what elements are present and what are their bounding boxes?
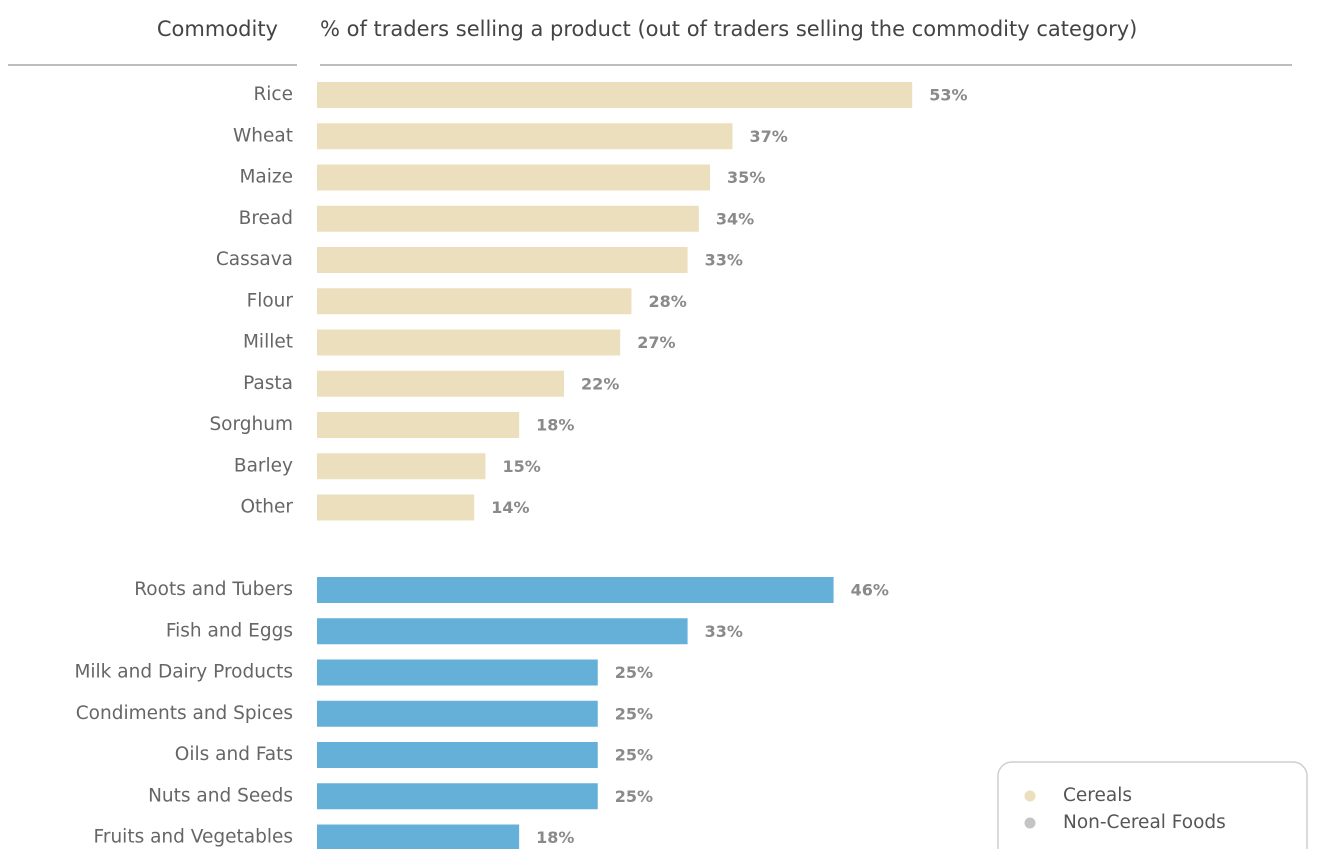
category-label: Condiments and Spices xyxy=(76,703,293,724)
bar xyxy=(317,700,598,727)
bar xyxy=(317,453,486,480)
bar xyxy=(317,164,711,191)
bar xyxy=(317,824,520,849)
category-label: Sorghum xyxy=(209,414,293,435)
value-label: 18% xyxy=(536,828,574,847)
category-label: Rice xyxy=(253,84,293,105)
value-label: 28% xyxy=(648,292,686,311)
category-label: Nuts and Seeds xyxy=(148,785,293,806)
bar xyxy=(317,82,913,108)
bar xyxy=(317,329,621,356)
category-label: Roots and Tubers xyxy=(134,579,293,600)
bar xyxy=(317,247,688,273)
category-label: Maize xyxy=(239,167,293,188)
bar xyxy=(317,412,520,438)
legend-label: Non-Cereal Foods xyxy=(1063,812,1226,833)
legend-swatch xyxy=(1024,817,1036,829)
value-label: 46% xyxy=(851,581,889,600)
category-label: Bread xyxy=(239,208,293,229)
category-label: Other xyxy=(240,497,293,518)
value-label: 35% xyxy=(727,168,765,187)
value-label: 25% xyxy=(615,704,653,723)
category-label: Flour xyxy=(247,290,294,311)
value-label: 37% xyxy=(750,127,788,146)
bar xyxy=(317,123,733,150)
value-label: 18% xyxy=(536,416,574,435)
legend-label: Cereals xyxy=(1063,785,1132,806)
category-label: Millet xyxy=(243,332,293,353)
bar xyxy=(317,288,632,315)
bar xyxy=(317,205,699,232)
bar xyxy=(317,659,598,686)
value-header: % of traders selling a product (out of t… xyxy=(320,17,1137,41)
bar xyxy=(317,742,598,768)
value-label: 25% xyxy=(615,746,653,765)
category-label: Fish and Eggs xyxy=(166,620,293,641)
category-header: Commodity xyxy=(157,17,278,41)
category-label: Pasta xyxy=(243,373,293,394)
value-label: 34% xyxy=(716,209,754,228)
bar xyxy=(317,577,834,603)
bar xyxy=(317,370,565,397)
category-label: Milk and Dairy Products xyxy=(74,662,293,683)
value-label: 22% xyxy=(581,374,619,393)
bar xyxy=(317,618,688,645)
category-label: Cassava xyxy=(216,249,293,270)
value-label: 33% xyxy=(705,622,743,641)
value-label: 15% xyxy=(502,457,540,476)
value-label: 53% xyxy=(929,86,967,105)
value-label: 14% xyxy=(491,498,529,517)
value-label: 25% xyxy=(615,787,653,806)
legend-box xyxy=(997,761,1308,849)
value-label: 25% xyxy=(615,663,653,682)
category-label: Wheat xyxy=(233,125,293,146)
value-label: 33% xyxy=(705,251,743,270)
legend-swatch xyxy=(1024,790,1036,802)
category-label: Oils and Fats xyxy=(175,744,293,765)
value-label: 27% xyxy=(637,333,675,352)
category-label: Fruits and Vegetables xyxy=(94,827,293,848)
bar xyxy=(317,783,598,810)
category-label: Barley xyxy=(234,455,293,476)
bar xyxy=(317,494,475,521)
